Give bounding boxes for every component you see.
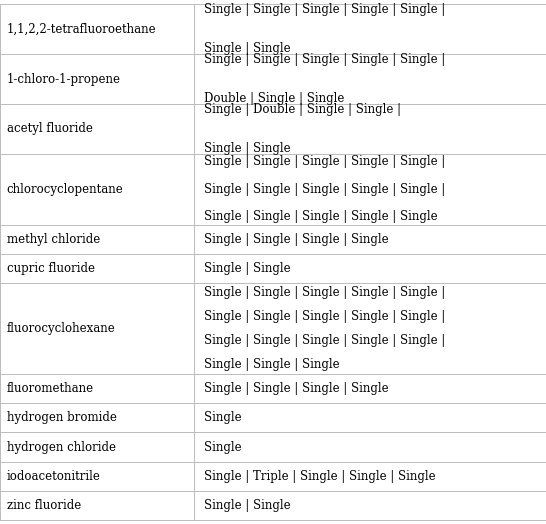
Text: Single: Single xyxy=(204,411,241,424)
Text: hydrogen chloride: hydrogen chloride xyxy=(7,441,116,454)
Text: Single | Single | Single | Single | Single |: Single | Single | Single | Single | Sing… xyxy=(204,334,445,347)
Text: 1-chloro-1-propene: 1-chloro-1-propene xyxy=(7,72,121,85)
Text: Single | Single | Single | Single | Single |: Single | Single | Single | Single | Sing… xyxy=(204,183,445,196)
Text: 1,1,2,2-tetrafluoroethane: 1,1,2,2-tetrafluoroethane xyxy=(7,23,156,36)
Text: Single: Single xyxy=(204,441,241,454)
Text: hydrogen bromide: hydrogen bromide xyxy=(7,411,116,424)
Text: Single | Single | Single | Single | Single |: Single | Single | Single | Single | Sing… xyxy=(204,3,445,16)
Text: Single | Double | Single | Single |: Single | Double | Single | Single | xyxy=(204,103,401,116)
Text: Single | Single | Single | Single: Single | Single | Single | Single xyxy=(204,233,388,246)
Text: Double | Single | Single: Double | Single | Single xyxy=(204,92,344,105)
Text: fluorocyclohexane: fluorocyclohexane xyxy=(7,322,115,335)
Text: Single | Single: Single | Single xyxy=(204,142,290,155)
Text: Single | Single | Single | Single | Single |: Single | Single | Single | Single | Sing… xyxy=(204,53,445,66)
Text: Single | Single: Single | Single xyxy=(204,42,290,55)
Text: fluoromethane: fluoromethane xyxy=(7,383,94,395)
Text: Single | Single: Single | Single xyxy=(204,499,290,512)
Text: Single | Single | Single: Single | Single | Single xyxy=(204,358,339,370)
Text: Single | Single | Single | Single | Single |: Single | Single | Single | Single | Sing… xyxy=(204,155,445,168)
Text: acetyl fluoride: acetyl fluoride xyxy=(7,123,92,135)
Text: chlorocyclopentane: chlorocyclopentane xyxy=(7,183,123,196)
Text: Single | Single | Single | Single | Single: Single | Single | Single | Single | Sing… xyxy=(204,210,437,223)
Text: zinc fluoride: zinc fluoride xyxy=(7,499,81,512)
Text: Single | Single | Single | Single | Single |: Single | Single | Single | Single | Sing… xyxy=(204,310,445,323)
Text: cupric fluoride: cupric fluoride xyxy=(7,261,94,275)
Text: methyl chloride: methyl chloride xyxy=(7,233,100,246)
Text: Single | Single: Single | Single xyxy=(204,261,290,275)
Text: Single | Single | Single | Single | Single |: Single | Single | Single | Single | Sing… xyxy=(204,286,445,299)
Text: Single | Triple | Single | Single | Single: Single | Triple | Single | Single | Sing… xyxy=(204,470,435,483)
Text: Single | Single | Single | Single: Single | Single | Single | Single xyxy=(204,383,388,395)
Text: iodoacetonitrile: iodoacetonitrile xyxy=(7,470,100,483)
